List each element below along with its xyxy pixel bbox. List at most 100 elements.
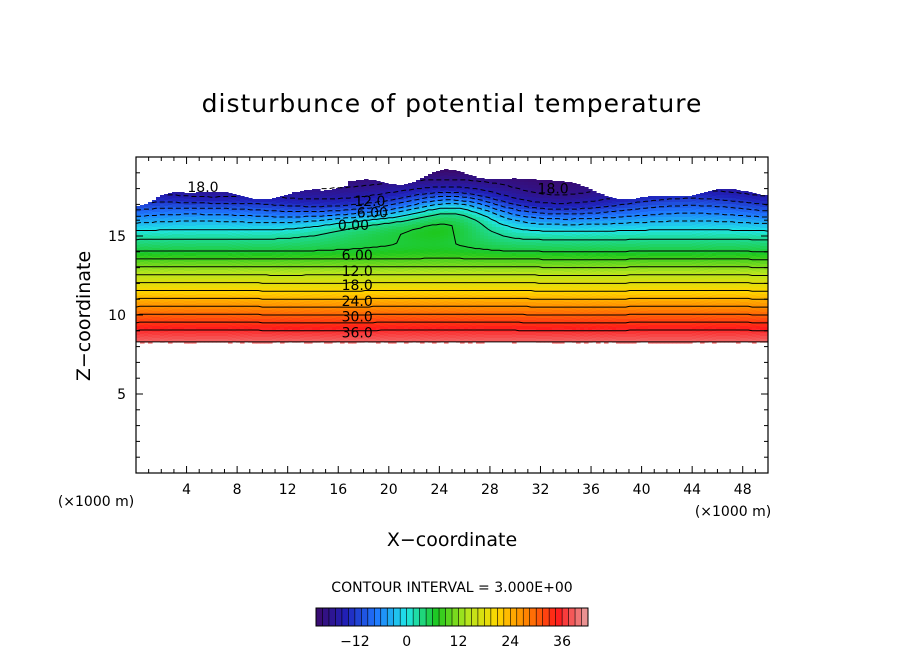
field-cell — [352, 268, 357, 272]
field-cell — [260, 208, 265, 212]
field-cell — [180, 240, 185, 244]
field-cell — [456, 240, 461, 244]
field-cell — [336, 266, 341, 270]
field-cell — [388, 208, 393, 212]
field-cell — [168, 286, 173, 290]
field-cell — [304, 301, 309, 305]
field-cell — [192, 325, 197, 329]
field-cell — [520, 245, 525, 249]
field-cell — [456, 249, 461, 253]
field-cell — [468, 268, 473, 272]
field-cell — [380, 227, 385, 231]
field-cell — [504, 335, 509, 339]
field-cell — [320, 203, 325, 207]
field-cell — [236, 198, 241, 202]
field-cell — [464, 225, 469, 229]
field-cell — [300, 275, 305, 279]
field-cell — [216, 243, 221, 247]
field-cell — [464, 309, 469, 313]
field-cell — [328, 325, 333, 329]
field-cell — [492, 194, 497, 198]
field-cell — [400, 272, 405, 276]
field-cell — [280, 331, 285, 335]
field-cell — [336, 326, 341, 330]
field-cell — [376, 334, 381, 338]
field-cell — [192, 247, 197, 251]
field-cell — [304, 316, 309, 320]
field-cell — [280, 283, 285, 287]
field-cell — [440, 284, 445, 288]
field-cell — [200, 315, 205, 319]
field-cell — [432, 295, 437, 299]
field-cell — [404, 250, 409, 254]
field-cell — [280, 316, 285, 320]
field-cell — [140, 337, 145, 341]
field-cell — [408, 276, 413, 280]
field-cell — [440, 227, 445, 231]
field-cell — [248, 210, 253, 214]
field-cell — [436, 171, 441, 175]
field-cell — [284, 294, 289, 298]
field-cell — [264, 316, 269, 320]
field-cell — [164, 194, 169, 198]
field-cell — [336, 239, 341, 243]
field-cell — [280, 247, 285, 251]
field-cell — [228, 208, 233, 212]
field-cell — [460, 175, 465, 179]
field-cell — [376, 298, 381, 302]
field-cell — [328, 316, 333, 320]
field-cell — [428, 210, 433, 214]
field-cell — [208, 222, 213, 226]
field-cell — [432, 322, 437, 326]
field-cell — [200, 336, 205, 340]
field-cell — [316, 231, 321, 235]
field-cell — [480, 205, 485, 209]
field-cell — [212, 255, 217, 259]
field-cell — [416, 294, 421, 298]
field-cell — [432, 337, 437, 341]
field-cell — [440, 182, 445, 186]
field-cell — [368, 237, 373, 241]
field-cell — [444, 169, 449, 173]
field-cell — [312, 309, 317, 313]
field-cell — [264, 238, 269, 242]
field-cell — [520, 227, 525, 231]
field-cell — [448, 200, 453, 204]
field-cell — [256, 241, 261, 245]
field-cell — [184, 316, 189, 320]
field-cell — [300, 212, 305, 216]
field-cell — [496, 242, 501, 246]
field-cell — [180, 264, 185, 268]
field-cell — [400, 191, 405, 195]
field-cell — [224, 324, 229, 328]
field-cell — [424, 335, 429, 339]
field-cell — [436, 333, 441, 337]
field-cell — [140, 253, 145, 257]
field-cell — [464, 258, 469, 262]
field-cell — [428, 288, 433, 292]
field-cell — [292, 258, 297, 262]
field-cell — [340, 241, 345, 245]
field-cell — [324, 211, 329, 215]
field-cell — [220, 198, 225, 202]
field-cell — [188, 298, 193, 302]
field-cell — [164, 314, 169, 318]
field-cell — [440, 272, 445, 276]
field-cell — [400, 278, 405, 282]
field-cell — [516, 179, 521, 183]
field-cell — [392, 307, 397, 311]
field-cell — [140, 217, 145, 221]
field-cell — [396, 296, 401, 300]
field-cell — [280, 328, 285, 332]
field-cell — [296, 240, 301, 244]
field-cell — [260, 277, 265, 281]
field-cell — [260, 328, 265, 332]
field-cell — [456, 276, 461, 280]
field-cell — [480, 199, 485, 203]
field-cell — [424, 212, 429, 216]
field-cell — [240, 274, 245, 278]
field-cell — [388, 253, 393, 257]
field-cell — [504, 323, 509, 327]
field-cell — [232, 194, 237, 198]
field-cell — [204, 276, 209, 280]
